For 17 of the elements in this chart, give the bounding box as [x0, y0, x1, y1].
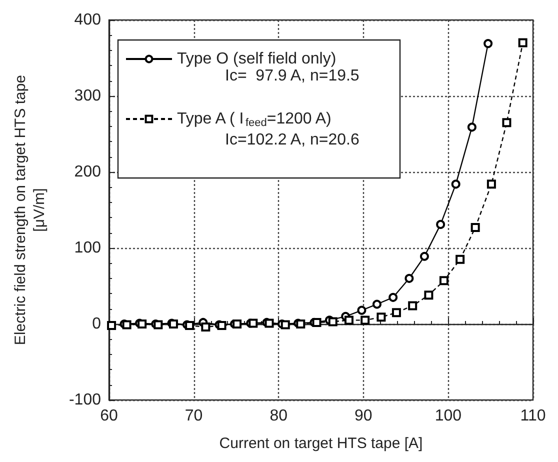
x-axis-title: Current on target HTS tape [A]: [219, 435, 423, 452]
x-tick-label: 60: [100, 408, 118, 424]
y-tick-label: -100: [68, 392, 102, 408]
y-tick-label: 0: [92, 316, 102, 332]
x-tick-label: 110: [520, 408, 546, 424]
y-tick-label: 300: [74, 88, 102, 104]
x-tick-label: 90: [354, 408, 372, 424]
x-tick-label: 70: [184, 408, 203, 424]
annotation: Ic=102.2 A, n=20.6: [225, 132, 360, 148]
y-tick-label: 400: [74, 12, 102, 28]
annotation: Ic= 97.9 A, n=19.5: [225, 68, 360, 84]
legend-label: Type O (self field only): [177, 50, 336, 68]
y-tick-label: 200: [74, 164, 102, 180]
x-tick-label: 80: [270, 408, 288, 424]
x-tick-label: 100: [434, 408, 462, 424]
y-tick-label: 100: [74, 240, 102, 256]
y-axis-title: Electric field strength on target HTS tape [μV/m]: [12, 74, 48, 346]
